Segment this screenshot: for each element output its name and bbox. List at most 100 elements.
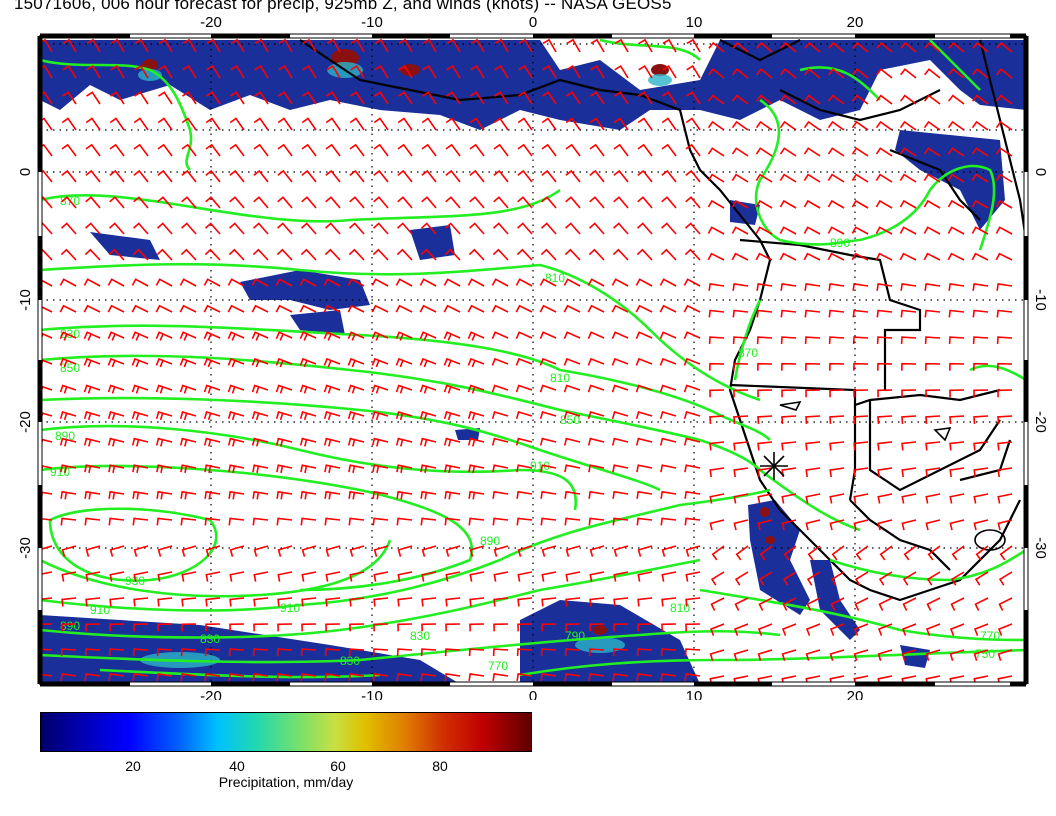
wind-barb [494, 64, 509, 79]
wind-barb [203, 304, 221, 313]
wind-barb [60, 648, 77, 657]
wind-barb [302, 91, 317, 105]
wind-barb [61, 571, 77, 582]
forecast-map: 810 830 850 810 850 890 910 910 890 930 … [17, 14, 1049, 705]
wind-barb [373, 117, 389, 131]
wind-barb [660, 648, 677, 657]
wind-barb [204, 222, 221, 235]
wind-barb [204, 517, 221, 526]
wind-barb [395, 411, 413, 421]
wind-barb [83, 331, 101, 341]
wind-barb [299, 411, 317, 421]
wind-barb [755, 173, 773, 183]
wind-barb [804, 68, 821, 79]
wind-barb [996, 336, 1013, 345]
wind-barb [468, 464, 485, 474]
wind-barb [84, 672, 101, 682]
wind-barb [108, 222, 125, 235]
wind-barb [109, 143, 125, 157]
wind-barb [157, 169, 173, 183]
wind-barb [179, 437, 197, 447]
wind-barb [278, 91, 293, 105]
wind-barb [900, 41, 917, 53]
wind-barb [803, 94, 821, 105]
wind-barb [493, 545, 509, 557]
wind-barb [371, 331, 389, 341]
wind-barb [109, 169, 125, 183]
wind-barb [40, 278, 53, 287]
wind-barb [541, 545, 557, 557]
wind-barb [468, 248, 485, 261]
wind-barb [445, 545, 461, 557]
wind-barb [998, 571, 1013, 586]
wind-barb [661, 169, 677, 183]
wind-barb [131, 331, 149, 341]
wind-barb [732, 336, 749, 345]
wind-barb [830, 597, 845, 611]
wind-barb [492, 464, 509, 473]
lat-label: -20 [1032, 411, 1049, 433]
wind-barb [948, 282, 965, 291]
wind-barb [781, 441, 797, 451]
wind-barb [995, 252, 1013, 261]
wind-barb [971, 226, 989, 235]
wind-barb [755, 147, 773, 157]
wind-barb [397, 597, 413, 607]
wind-barb [446, 64, 461, 79]
wind-barb [707, 147, 725, 157]
wind-barb [589, 623, 605, 632]
wind-barb [684, 490, 701, 499]
wind-barb [205, 545, 221, 557]
contour-label: 810 [670, 601, 690, 615]
wind-barb [683, 411, 701, 420]
wind-barb [469, 117, 485, 131]
wind-barb [132, 464, 149, 474]
wind-barb [901, 362, 917, 371]
wind-barb [181, 143, 197, 157]
wind-barb [372, 517, 389, 526]
wind-barb [829, 467, 845, 478]
wind-barb [40, 196, 53, 209]
coastlines [299, 39, 1026, 602]
wind-barb [205, 117, 221, 131]
contour-label: 870 [738, 346, 758, 360]
wind-barb [517, 597, 533, 607]
wind-barb [923, 120, 941, 131]
contour-label: 830 [340, 654, 360, 668]
wind-barb [975, 545, 989, 561]
wind-barb [396, 222, 413, 235]
wind-barb [923, 147, 941, 157]
wind-barb [372, 672, 389, 682]
wind-barb [108, 490, 125, 500]
wind-barb [228, 672, 245, 682]
wind-barb [40, 648, 53, 651]
wind-barb [300, 517, 317, 526]
wind-barb [109, 196, 125, 209]
contour-label: 890 [55, 429, 75, 443]
wind-barb [876, 336, 893, 345]
wind-barb [277, 623, 293, 632]
wind-barb [180, 517, 197, 526]
wind-barb [996, 282, 1013, 291]
wind-barb [588, 464, 605, 473]
wind-barb [492, 672, 509, 682]
wind-barb [397, 571, 413, 582]
wind-barb [757, 415, 773, 424]
wind-barb [590, 64, 605, 79]
wind-barb [566, 64, 581, 79]
wind-barb [204, 464, 221, 474]
wind-barb [229, 545, 245, 557]
wind-barb [517, 196, 533, 209]
wind-barb [373, 623, 389, 632]
wind-barb [61, 545, 77, 557]
wind-barb [876, 68, 893, 79]
wind-barb [469, 571, 485, 582]
lat-label: -20 [17, 411, 34, 433]
wind-barb [927, 545, 941, 561]
wind-barb [638, 64, 653, 79]
wind-barb [877, 441, 893, 451]
wind-barb [805, 467, 821, 478]
wind-barb [613, 597, 629, 607]
wind-barb [901, 467, 917, 478]
wind-barb [110, 64, 125, 79]
